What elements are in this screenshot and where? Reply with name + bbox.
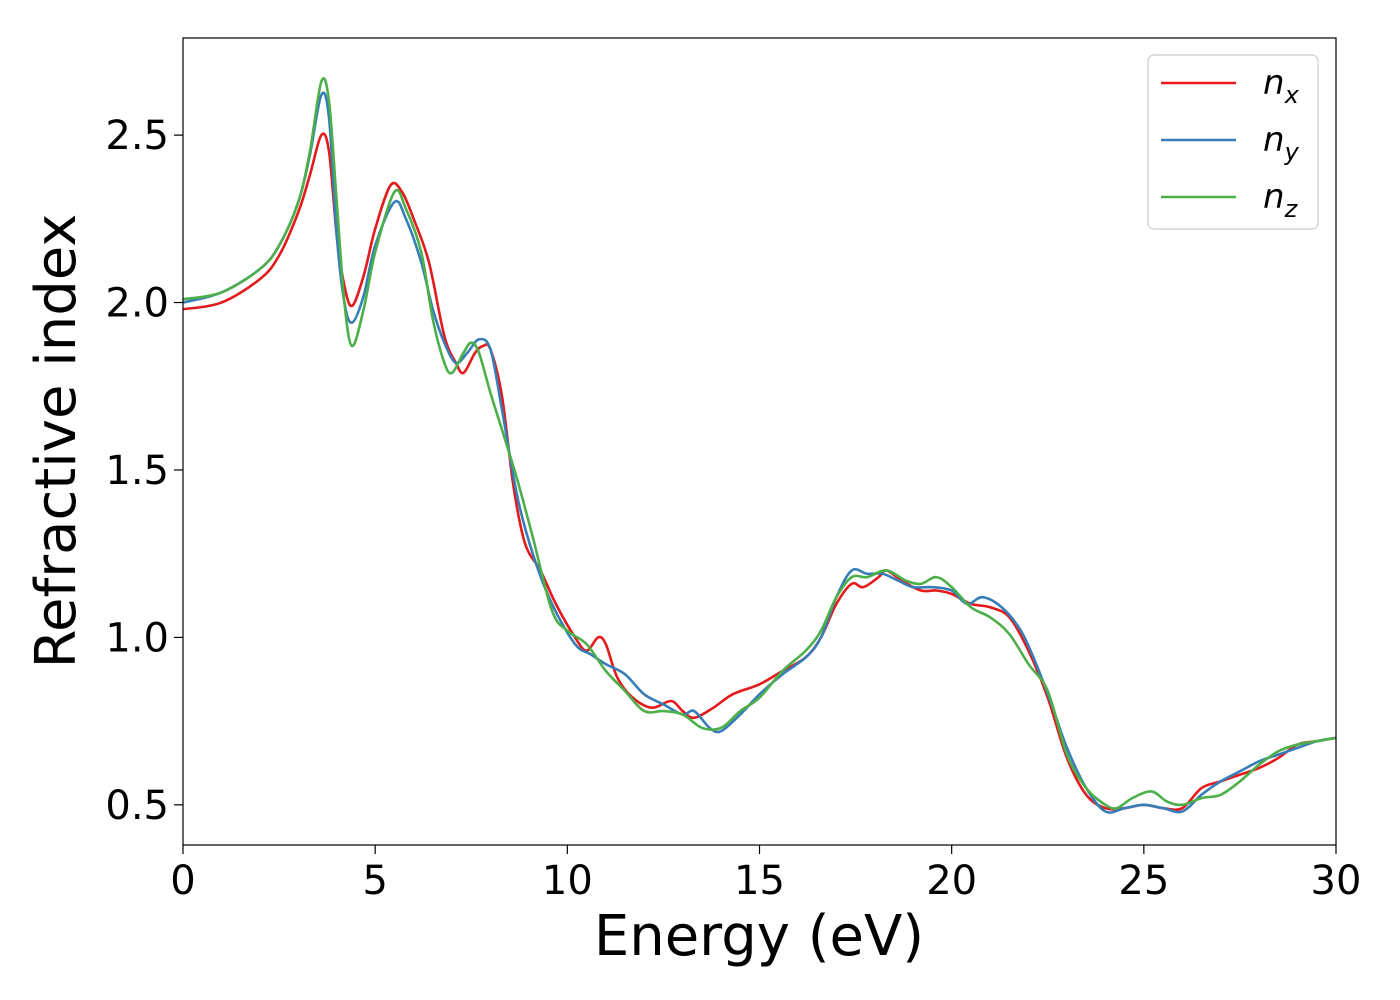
legend-label-subscript: z [1284, 195, 1299, 223]
x-tick-label: 30 [1311, 858, 1362, 904]
legend-label-subscript: y [1284, 138, 1300, 166]
legend-label-n-y: ny [1263, 120, 1300, 166]
y-tick-label: 1.0 [105, 615, 169, 661]
series-line-n-z [182, 77, 1337, 810]
x-tick-label: 20 [926, 858, 977, 904]
legend-label-base: n [1263, 177, 1285, 217]
x-tick-label: 10 [542, 858, 593, 904]
legend-label-base: n [1263, 120, 1285, 160]
series-layer [182, 77, 1337, 814]
x-tick-label: 25 [1118, 858, 1169, 904]
y-axis: 0.5 1.0 1.5 2.0 2.5 [105, 113, 183, 829]
x-axis-title: Energy (eV) [594, 904, 924, 969]
x-axis: 0 5 10 15 20 25 30 [170, 845, 1361, 904]
y-tick-label: 2.0 [105, 281, 169, 327]
x-tick-label: 15 [734, 858, 785, 904]
legend-label-base: n [1263, 63, 1285, 103]
y-tick-label: 2.5 [105, 113, 169, 159]
legend-box [1147, 54, 1319, 230]
x-tick-label: 5 [362, 858, 387, 904]
x-tick-label: 0 [170, 858, 195, 904]
y-tick-label: 1.5 [105, 448, 169, 494]
legend-label-n-z: nz [1263, 177, 1299, 223]
legend-label-subscript: x [1284, 81, 1300, 109]
legend-label-n-x: nx [1263, 63, 1300, 109]
y-axis-title: Refractive index [24, 214, 89, 669]
y-tick-label: 0.5 [105, 783, 169, 829]
series-line-n-x [182, 132, 1337, 812]
